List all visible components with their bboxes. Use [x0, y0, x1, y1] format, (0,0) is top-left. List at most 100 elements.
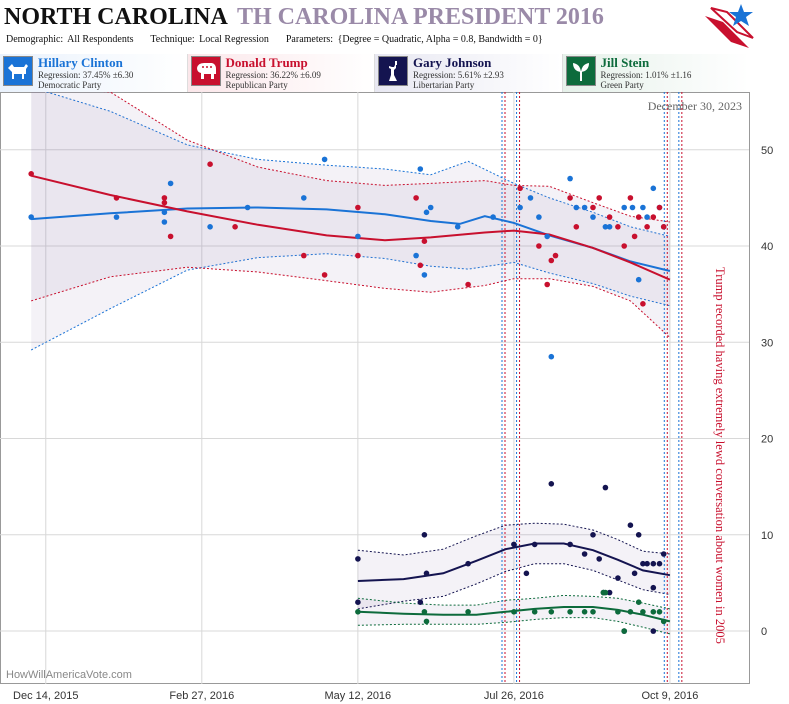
poll-point: [650, 609, 657, 615]
poll-point: [544, 233, 550, 240]
candidate-party: Republican Party: [225, 80, 288, 90]
poll-point: [650, 214, 657, 220]
poll-point: [454, 224, 461, 230]
poll-point: [656, 609, 663, 615]
confidence-band-upper: [45, 92, 671, 237]
confidence-band-fill: [357, 523, 670, 609]
candidate-card-stein: Jill Stein Regression: 1.01% ±1.16 Green…: [561, 54, 749, 92]
poll-point: [627, 609, 634, 615]
candidate-name: Gary Johnson: [413, 55, 492, 70]
poll-point: [207, 224, 213, 230]
confidence-band-lower: [357, 563, 670, 610]
poll-point: [552, 252, 559, 259]
poll-point: [413, 252, 419, 259]
poll-point: [660, 224, 667, 230]
poll-point: [631, 570, 638, 577]
confidence-band-lower: [357, 617, 671, 635]
poll-point: [635, 532, 642, 538]
poll-point: [523, 570, 530, 577]
poll-point: [548, 481, 555, 487]
poll-point: [640, 560, 646, 567]
poll-point: [531, 609, 538, 615]
poll-point: [161, 209, 168, 216]
poll-point: [567, 609, 573, 615]
poll-point: [581, 551, 588, 557]
regression-chart: 0 10 20 30 40 50 Dec 14, 2015 Feb 27, 2016 May 1…: [0, 92, 773, 702]
poll-points: [28, 156, 667, 634]
poll-point: [113, 195, 120, 201]
poll-point: [635, 276, 642, 283]
confidence-band-upper: [102, 92, 670, 223]
chart-title-row: NORTH CAROLINA TH CAROLINA PRESIDENT 201…: [4, 4, 604, 34]
poll-point: [161, 195, 168, 201]
plot-frame: [0, 92, 750, 684]
poll-point: [635, 214, 642, 220]
poll-point: [427, 204, 434, 211]
confidence-band-fill: [357, 595, 670, 634]
poll-point: [581, 204, 588, 211]
poll-point: [465, 281, 471, 288]
x-tick-label: Jul 26, 2016: [484, 690, 544, 702]
elephant-icon: [190, 56, 221, 86]
poll-point: [161, 219, 168, 225]
x-tick-label: May 12, 2016: [325, 690, 392, 702]
statue-of-liberty-icon: [378, 56, 408, 86]
poll-point: [417, 166, 424, 172]
poll-point: [573, 224, 580, 230]
poll-point: [548, 609, 555, 615]
donkey-icon: [3, 56, 33, 86]
poll-point: [423, 570, 430, 577]
poll-point: [511, 541, 517, 548]
poll-point: [301, 195, 307, 201]
y-tick-label: 30: [761, 337, 773, 349]
poll-point: [423, 209, 430, 216]
poll-point: [615, 224, 621, 230]
poll-point: [640, 204, 646, 211]
y-tick-label: 50: [761, 145, 773, 157]
candidate-name: Donald Trump: [225, 55, 308, 70]
poll-point: [650, 185, 657, 192]
candidate-regression: Regression: 1.01% ±1.16: [600, 70, 692, 80]
chart-title: NORTH CAROLINA: [4, 4, 228, 30]
event-annotation: Trump recorded having extremely lewd con…: [713, 267, 727, 644]
poll-point: [421, 238, 428, 244]
confidence-band-upper: [357, 594, 671, 610]
poll-point: [567, 541, 573, 548]
y-tick-label: 40: [761, 241, 773, 253]
poll-point: [355, 252, 361, 259]
x-tick-label: Oct 9, 2016: [642, 690, 699, 702]
poll-point: [536, 243, 542, 249]
poll-point: [301, 252, 307, 259]
poll-point: [606, 224, 613, 230]
demographic-label: Demographic:: [6, 34, 64, 45]
poll-point: [590, 609, 596, 615]
poll-point: [615, 609, 621, 615]
poll-point: [650, 560, 657, 567]
watermark-text: HowWillAmericaVote.com: [6, 669, 132, 681]
poll-point: [465, 560, 471, 567]
poll-point: [421, 609, 428, 615]
chart-subtitle: TH CAROLINA PRESIDENT 2016: [236, 4, 604, 30]
y-tick-label: 10: [761, 530, 773, 542]
candidate-regression: Regression: 5.61% ±2.93: [413, 70, 504, 80]
poll-point: [421, 532, 428, 538]
poll-point: [640, 609, 646, 615]
poll-point: [321, 272, 328, 278]
confidence-band-fill: [31, 92, 670, 350]
poll-point: [167, 180, 174, 187]
candidate-party: Green Party: [600, 80, 644, 90]
poll-point: [621, 204, 627, 211]
candidate-regression: Regression: 37.45% ±6.30: [38, 70, 134, 80]
chart-date-label: December 30, 2023: [648, 99, 742, 113]
poll-point: [167, 233, 174, 240]
poll-point: [590, 204, 596, 211]
poll-point: [644, 224, 650, 230]
poll-point: [567, 175, 573, 182]
y-tick-label: 20: [761, 434, 773, 446]
poll-point: [244, 204, 251, 211]
poll-point: [321, 156, 328, 163]
poll-point: [567, 195, 573, 201]
poll-point: [656, 560, 663, 567]
poll-point: [650, 628, 657, 634]
poll-point: [517, 204, 523, 211]
